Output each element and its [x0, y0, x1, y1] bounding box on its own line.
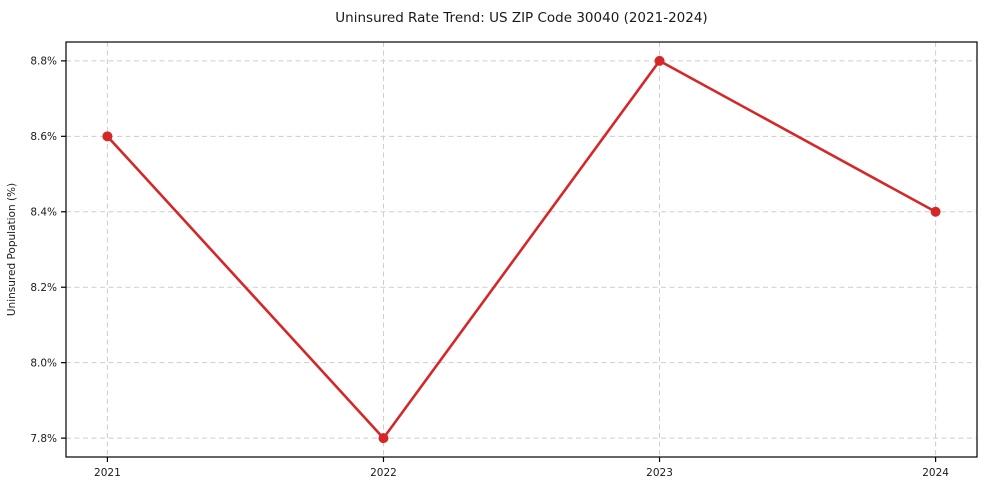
data-point-2024 — [930, 206, 941, 217]
x-gridlines — [106, 42, 937, 457]
x-tick-marks — [106, 457, 937, 462]
x-tick-label: 2024 — [922, 467, 949, 479]
data-point-2021 — [102, 131, 113, 142]
data-points — [102, 55, 941, 444]
x-tick-label: 2022 — [370, 467, 397, 479]
y-tick-label: 7.8% — [30, 433, 57, 445]
x-tick-label: 2023 — [646, 467, 673, 479]
trend-line — [106, 59, 937, 440]
y-tick-label: 8.0% — [30, 357, 57, 369]
y-tick-label: 8.8% — [30, 56, 57, 68]
x-tick-label: 2021 — [94, 467, 121, 479]
plot-border — [65, 41, 978, 458]
chart-title: Uninsured Rate Trend: US ZIP Code 30040 … — [335, 10, 707, 26]
y-tick-labels: 7.8% 8.0% 8.2% 8.4% 8.6% 8.8% — [30, 56, 57, 445]
y-gridlines — [66, 60, 977, 439]
y-tick-marks — [61, 60, 66, 439]
y-axis-label: Uninsured Population (%) — [6, 183, 18, 316]
y-tick-label: 8.6% — [30, 131, 57, 143]
y-tick-label: 8.4% — [30, 207, 57, 219]
data-point-2022 — [378, 433, 389, 444]
y-tick-label: 8.2% — [30, 282, 57, 294]
x-tick-labels: 2021 2022 2023 2024 — [94, 467, 949, 479]
data-point-2023 — [654, 55, 665, 66]
trend-polyline — [106, 59, 937, 440]
